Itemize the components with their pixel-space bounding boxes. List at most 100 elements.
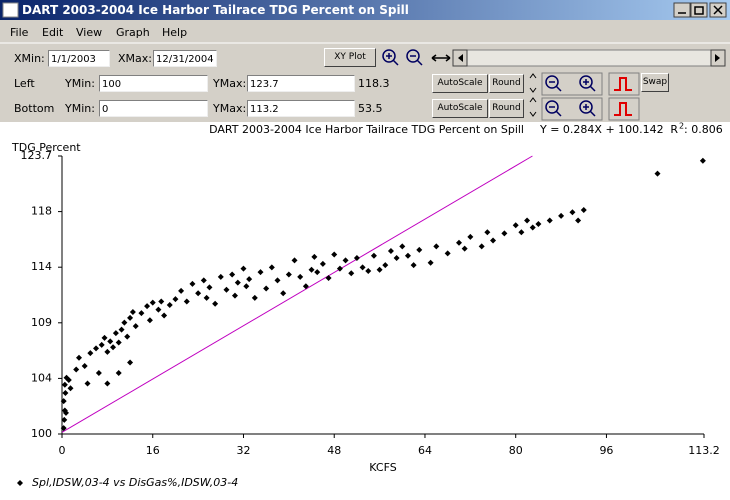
autoscale-button[interactable]: AutoScale — [432, 99, 488, 118]
point — [257, 269, 264, 276]
menu-item[interactable]: Graph — [116, 26, 150, 39]
point — [433, 243, 440, 250]
point — [217, 273, 224, 280]
point — [274, 277, 281, 284]
point — [325, 274, 332, 281]
point — [206, 284, 213, 291]
point — [243, 283, 250, 290]
point — [172, 296, 179, 303]
point — [365, 267, 372, 274]
point — [461, 245, 468, 252]
point — [654, 170, 661, 177]
x-tick-label: 96 — [599, 444, 613, 457]
zoom-icons[interactable] — [382, 49, 451, 66]
point — [98, 341, 105, 348]
chart-title: DART 2003-2004 Ice Harbor Tailrace TDG P… — [209, 123, 524, 136]
xmax-input[interactable]: 12/31/2004 — [153, 50, 217, 67]
left-ymin-input[interactable]: 100 — [99, 75, 208, 92]
point — [195, 290, 202, 297]
point — [95, 370, 102, 377]
round-button[interactable]: Round — [489, 99, 524, 118]
point — [118, 326, 125, 333]
point — [524, 217, 531, 224]
point — [336, 265, 343, 272]
point — [387, 248, 394, 255]
point — [246, 276, 253, 283]
point — [158, 298, 165, 305]
r2-prefix: R — [670, 123, 678, 136]
point — [569, 209, 576, 216]
round-button[interactable]: Round — [489, 74, 524, 93]
xmin-input[interactable]: 1/1/2003 — [48, 50, 110, 67]
row-icons[interactable] — [529, 72, 640, 121]
point — [234, 279, 241, 286]
scrollbar[interactable] — [452, 49, 726, 67]
point — [353, 255, 360, 262]
bottom-ymin-input[interactable]: 0 — [99, 100, 208, 117]
point — [311, 253, 318, 260]
point — [370, 252, 377, 259]
point — [203, 294, 210, 301]
point — [319, 260, 326, 267]
point — [200, 277, 207, 284]
point — [155, 306, 162, 313]
xy-plot-button[interactable]: XY Plot — [324, 48, 376, 67]
point — [518, 229, 525, 236]
point — [444, 250, 451, 257]
point — [427, 259, 434, 266]
point — [342, 257, 349, 264]
app-icon — [2, 2, 19, 18]
maximize-button[interactable] — [690, 2, 708, 18]
label: YMin: — [65, 77, 95, 90]
regression-line — [61, 155, 533, 433]
y-axis-title: TDG Percent — [11, 141, 81, 154]
point — [529, 224, 536, 231]
x-tick-label: 80 — [509, 444, 523, 457]
y-tick-label: 118 — [31, 205, 52, 218]
point — [699, 157, 706, 164]
point — [76, 354, 83, 361]
point — [297, 273, 304, 280]
point — [104, 380, 111, 387]
point — [87, 350, 94, 357]
x-tick-label: 64 — [418, 444, 432, 457]
left-ymax-input[interactable]: 123.7 — [247, 75, 355, 92]
point — [467, 233, 474, 240]
menu-item[interactable]: View — [76, 26, 103, 39]
autoscale-button[interactable]: AutoScale — [432, 74, 488, 93]
point — [93, 345, 100, 352]
point — [183, 298, 190, 305]
point — [129, 309, 136, 316]
point — [490, 237, 497, 244]
swap-button[interactable]: Swap — [641, 73, 669, 92]
point — [127, 314, 134, 321]
label: Left — [14, 77, 35, 90]
menu-item[interactable]: Edit — [42, 26, 64, 39]
point — [62, 409, 69, 416]
point — [110, 344, 117, 351]
point — [101, 334, 108, 341]
point — [104, 348, 111, 355]
menu-item[interactable]: File — [10, 26, 29, 39]
x-tick-label: 0 — [59, 444, 66, 457]
point — [67, 385, 74, 392]
x-tick-label: 32 — [236, 444, 250, 457]
label: YMax: — [213, 77, 247, 90]
chart: DART 2003-2004 Ice Harbor Tailrace TDG P… — [0, 122, 730, 500]
point — [382, 262, 389, 269]
x-axis-title: KCFS — [369, 461, 396, 474]
legend-marker — [17, 480, 23, 486]
point — [73, 366, 80, 373]
bottom-ymax-input[interactable]: 113.2 — [247, 100, 355, 117]
point — [263, 285, 270, 292]
y-tick-label: 104 — [31, 371, 52, 384]
point — [484, 229, 491, 236]
label: YMin: — [65, 102, 95, 115]
minimize-button[interactable] — [673, 2, 691, 18]
r2-sup: 2 — [679, 122, 684, 131]
r2-value: : 0.806 — [684, 123, 723, 136]
menu-item[interactable]: Help — [162, 26, 188, 39]
point — [285, 271, 292, 278]
point — [81, 362, 88, 369]
